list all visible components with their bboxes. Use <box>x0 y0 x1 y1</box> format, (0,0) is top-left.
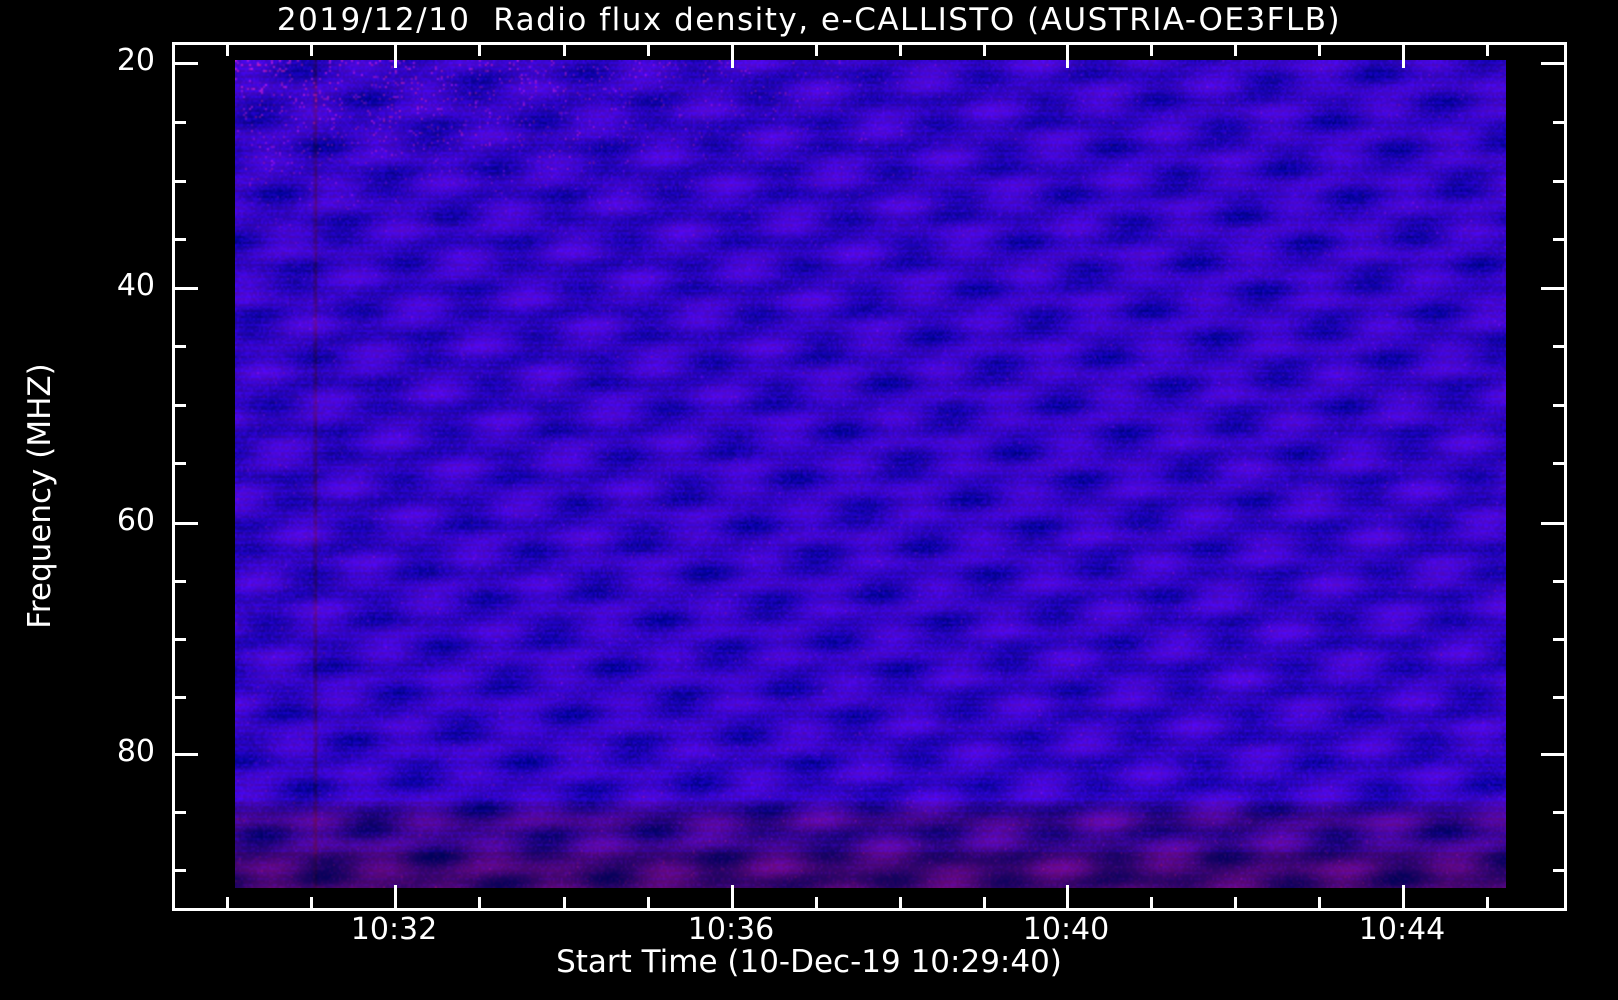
x-axis-tick <box>478 42 481 56</box>
x-axis-tick <box>394 42 397 68</box>
y-axis-tick <box>172 345 186 348</box>
y-tick-label: 60 <box>116 503 155 538</box>
y-axis-tick <box>172 287 198 290</box>
x-axis-tick <box>1402 885 1405 911</box>
x-axis-tick <box>1066 885 1069 911</box>
x-axis-tick <box>1486 42 1489 56</box>
x-axis-tick <box>310 42 313 56</box>
x-axis-tick <box>226 897 229 911</box>
x-axis-tick <box>563 42 566 56</box>
y-tick-label: 80 <box>116 734 155 769</box>
x-axis-tick <box>1234 42 1237 56</box>
x-axis-title: Start Time (10-Dec-19 10:29:40) <box>556 944 1062 980</box>
x-axis-tick <box>815 42 818 56</box>
x-axis-tick <box>983 42 986 56</box>
y-axis-tick <box>1541 287 1567 290</box>
x-axis-tick <box>478 897 481 911</box>
y-axis-tick <box>172 522 198 525</box>
y-axis-tick <box>1553 238 1567 241</box>
y-axis-tick <box>1553 811 1567 814</box>
x-axis-tick <box>226 42 229 56</box>
x-axis-tick <box>1318 42 1321 56</box>
x-axis-tick <box>731 42 734 68</box>
x-tick-label: 10:32 <box>350 912 438 947</box>
y-axis-tick <box>172 638 186 641</box>
x-axis-tick <box>310 897 313 911</box>
x-axis-tick <box>1402 42 1405 68</box>
y-axis-title: Frequency (MHZ) <box>22 363 58 629</box>
y-axis-tick <box>172 869 186 872</box>
y-axis-tick <box>172 180 186 183</box>
x-axis-tick <box>899 42 902 56</box>
x-axis-tick <box>647 897 650 911</box>
y-axis-tick <box>172 238 186 241</box>
y-axis-tick <box>172 462 186 465</box>
y-axis-tick <box>1553 638 1567 641</box>
x-axis-tick <box>647 42 650 56</box>
y-axis-tick <box>1541 522 1567 525</box>
y-axis-tick <box>1541 753 1567 756</box>
y-tick-label: 20 <box>116 43 155 78</box>
x-axis-tick <box>815 897 818 911</box>
y-axis-tick <box>1553 869 1567 872</box>
x-axis-tick <box>983 897 986 911</box>
x-axis-tick <box>563 897 566 911</box>
x-axis-tick <box>1234 897 1237 911</box>
spectrogram-image <box>235 60 1506 888</box>
y-axis-tick <box>1553 180 1567 183</box>
x-axis-tick <box>1318 897 1321 911</box>
x-tick-label: 10:36 <box>687 912 775 947</box>
y-tick-label: 40 <box>116 268 155 303</box>
y-axis-tick <box>1553 696 1567 699</box>
x-axis-tick <box>731 885 734 911</box>
x-axis-tick <box>899 897 902 911</box>
x-axis-tick <box>1486 897 1489 911</box>
figure-title: 2019/12/10 Radio flux density, e-CALLIST… <box>276 2 1342 38</box>
y-axis-tick <box>1553 345 1567 348</box>
y-axis-tick <box>1553 462 1567 465</box>
y-axis-tick <box>172 580 186 583</box>
y-axis-tick <box>172 753 198 756</box>
y-axis-tick <box>1541 62 1567 65</box>
x-axis-tick <box>394 885 397 911</box>
x-axis-tick <box>1150 897 1153 911</box>
x-tick-label: 10:44 <box>1358 912 1446 947</box>
y-axis-tick <box>1553 121 1567 124</box>
x-axis-tick <box>1150 42 1153 56</box>
y-axis-tick <box>1553 580 1567 583</box>
y-axis-tick <box>172 62 198 65</box>
y-axis-tick <box>172 121 186 124</box>
y-axis-tick <box>1553 404 1567 407</box>
x-tick-label: 10:40 <box>1022 912 1110 947</box>
y-axis-tick <box>172 404 186 407</box>
y-axis-tick <box>172 696 186 699</box>
y-axis-tick <box>172 811 186 814</box>
x-axis-tick <box>1066 42 1069 68</box>
